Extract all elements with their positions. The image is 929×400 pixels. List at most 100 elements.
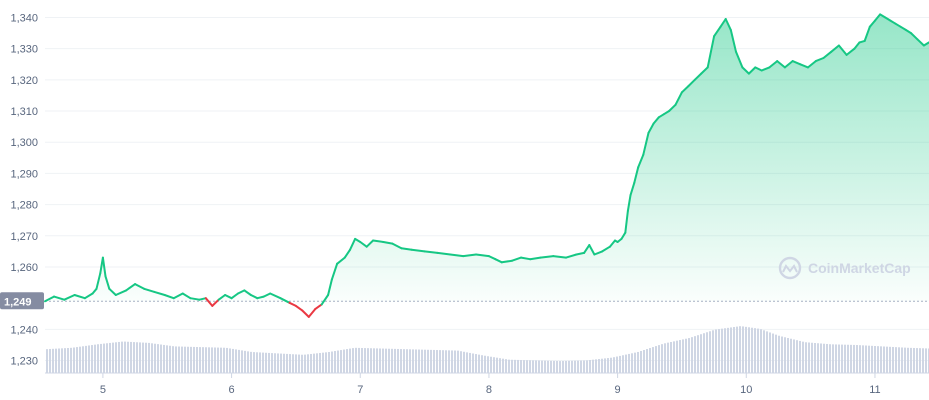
volume-bar: [97, 344, 99, 373]
price-segment: [583, 244, 591, 254]
y-tick-label: 1,320: [10, 75, 38, 87]
price-segment: [181, 292, 192, 300]
price-segment: [637, 153, 645, 169]
price-segment: [359, 241, 368, 248]
volume-bar: [589, 360, 591, 373]
volume-bar: [190, 346, 192, 373]
volume-bar: [271, 353, 273, 373]
volume-bar: [451, 350, 453, 373]
price-segment: [198, 297, 207, 301]
price-segment: [724, 18, 732, 31]
price-segment: [776, 60, 786, 69]
volume-bar: [508, 359, 510, 373]
volume-bar: [334, 351, 336, 373]
volume-bar: [919, 348, 921, 373]
volume-bar: [250, 351, 252, 373]
volume-bar: [775, 334, 777, 373]
volume-bar: [142, 342, 144, 373]
volume-bar: [268, 352, 270, 373]
volume-bar: [721, 328, 723, 373]
price-segment: [868, 19, 876, 28]
volume-bar: [232, 348, 234, 373]
volume-bar: [493, 357, 495, 373]
volume-bar: [436, 350, 438, 373]
volume-bar: [103, 343, 105, 373]
volume-bar: [82, 346, 84, 373]
y-tick-label: 1,290: [10, 168, 38, 180]
price-segment: [83, 292, 94, 300]
volume-bar: [631, 353, 633, 373]
price-segment: [791, 60, 802, 66]
volume-bar: [64, 348, 66, 373]
volume-bar: [694, 336, 696, 373]
volume-bar: [478, 354, 480, 373]
volume-bar: [802, 341, 804, 373]
volume-bar: [418, 349, 420, 373]
volume-bar: [877, 346, 879, 373]
price-segment: [693, 72, 703, 81]
volume-bar: [352, 348, 354, 373]
volume-bar: [514, 359, 516, 373]
volume-bar: [55, 348, 57, 373]
volume-bar: [385, 348, 387, 373]
volume-bar: [280, 353, 282, 373]
volume-bar: [850, 344, 852, 373]
price-segment: [674, 91, 683, 106]
price-segment: [336, 256, 346, 265]
volume-bar: [193, 346, 195, 373]
volume-bar: [613, 357, 615, 373]
volume-bar: [688, 338, 690, 373]
volume-bar: [184, 346, 186, 373]
volume-bar: [913, 347, 915, 373]
volume-bar: [916, 348, 918, 373]
volume-bar: [406, 349, 408, 373]
price-segment: [837, 44, 848, 56]
volume-bar: [481, 355, 483, 373]
x-tick-label: 5: [100, 384, 106, 396]
volume-bar: [163, 344, 165, 373]
volume-bar: [808, 342, 810, 373]
volume-bar: [532, 360, 534, 373]
price-segment: [237, 289, 246, 295]
price-segment: [700, 66, 709, 75]
volume-bar: [811, 342, 813, 373]
volume-bar: [223, 347, 225, 373]
price-segment: [256, 295, 265, 300]
volume-bar: [595, 359, 597, 373]
price-segment: [713, 25, 722, 38]
volume-bar: [364, 348, 366, 373]
volume-bar: [763, 330, 765, 373]
volume-bar: [292, 354, 294, 373]
price-segment: [511, 256, 523, 262]
price-segment: [125, 283, 137, 292]
volume-bar: [307, 354, 309, 373]
coinmarketcap-logo-icon: [778, 256, 802, 280]
grid-lines: [45, 16, 929, 362]
price-segment: [365, 239, 375, 248]
price-segment: [294, 304, 304, 312]
volume-bar: [313, 353, 315, 373]
volume-bar: [748, 327, 750, 373]
price-segment: [783, 60, 794, 69]
y-tick-label: 1,300: [10, 137, 38, 149]
price-segment: [262, 292, 272, 298]
volume-bar: [682, 339, 684, 373]
volume-bar: [328, 352, 330, 373]
volume-bar: [331, 351, 333, 373]
price-segment: [879, 13, 887, 19]
volume-bar: [796, 340, 798, 373]
price-segment: [565, 253, 578, 259]
volume-bar: [442, 350, 444, 373]
y-tick-label: 1,310: [10, 106, 38, 118]
x-tick-label: 8: [486, 384, 492, 396]
price-segment: [230, 292, 239, 300]
volume-bar: [388, 348, 390, 373]
volume-bar: [745, 326, 747, 373]
volume-bar: [187, 346, 189, 373]
volume-bar: [433, 349, 435, 373]
volume-bar: [154, 343, 156, 373]
volume-bar: [793, 339, 795, 373]
volume-bar: [805, 342, 807, 373]
volume-bar: [895, 347, 897, 373]
price-area-fill: [45, 14, 929, 302]
